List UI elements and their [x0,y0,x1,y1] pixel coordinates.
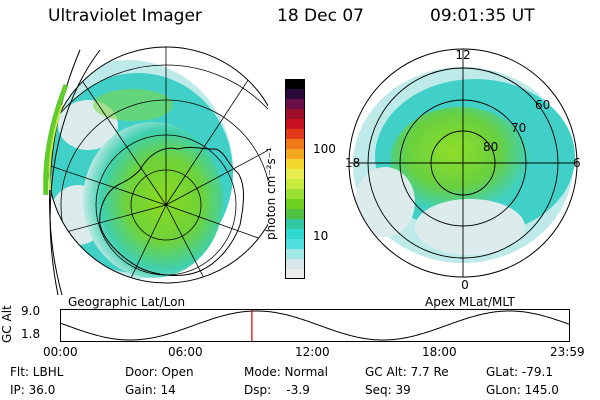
colorbar-segment [285,199,305,210]
colorbar-segment [285,219,305,230]
colorbar-segment [285,159,305,170]
filter-info: Flt: LBHL [10,365,64,379]
dsp-info: Dsp: -3.9 [244,383,310,397]
altitude-ymax: 9.0 [21,304,41,318]
colorbar-segment [285,119,305,130]
colorbar-segment [285,169,305,180]
colorbar-segment [285,269,305,279]
continent-outline [99,146,244,277]
instrument-title: Ultraviolet Imager [48,6,202,26]
date-label: 18 Dec 07 [277,6,364,26]
mlt-label-6: 6 [573,156,581,170]
colorbar-segment [285,79,305,90]
geographic-map [43,46,268,296]
seq-info: Seq: 39 [365,383,411,397]
time-tick-1200: 12:00 [295,345,330,359]
altitude-curve [60,310,571,341]
colorbar-title: photon cm⁻²s⁻¹ [264,147,278,240]
colorbar-segment [285,139,305,150]
time-tick-1800: 18:00 [422,345,457,359]
right-map-caption: Apex MLat/MLT [425,295,515,309]
oval-green [390,107,530,217]
altitude-plot [60,309,571,342]
altitude-ylabel: GC Alt [0,305,14,343]
glat-info: GLat: -79.1 [486,365,553,379]
glon-info: GLon: 145.0 [486,383,559,397]
colorbar-segment [285,249,305,260]
mode-info: Mode: Normal [244,365,328,379]
mlt-label-12: 12 [455,48,470,62]
gain-info: Gain: 14 [125,383,176,397]
time-tick-0000: 00:00 [43,345,78,359]
mlat-label-60: 60 [535,98,550,112]
mlat-label-70: 70 [511,121,526,135]
colorbar-segment [285,109,305,120]
colorbar-segment [285,129,305,140]
colorbar-segment [285,239,305,250]
colorbar-segment [285,89,305,100]
left-map-caption: Geographic Lat/Lon [68,295,186,309]
altitude-ymin: 1.8 [21,327,41,341]
aurora-green-oval [83,122,223,278]
colorbar-segment [285,259,305,270]
time-label: 09:01:35 UT [430,6,535,26]
colorbar-tick-10: 10 [313,229,329,243]
mlat-label-80: 80 [483,140,498,154]
colorbar-tick-100: 100 [313,142,336,156]
colorbar-segment [285,229,305,240]
colorbar-segment [285,189,305,200]
colorbar-segment [285,149,305,160]
mlt-label-18: 18 [345,156,360,170]
door-info: Door: Open [125,365,194,379]
colorbar-segment [285,179,305,190]
colorbar-segment [285,99,305,110]
time-tick-2359: 23:59 [550,345,585,359]
time-tick-0600: 06:00 [168,345,203,359]
ip-info: IP: 36.0 [10,383,56,397]
colorbar [285,79,305,279]
gc-alt-info: GC Alt: 7.7 Re [365,365,449,379]
mlt-label-0: 0 [461,278,469,292]
colorbar-segment [285,209,305,220]
magnetic-polar-map: 12 0 18 6 60 70 80 [345,48,581,292]
